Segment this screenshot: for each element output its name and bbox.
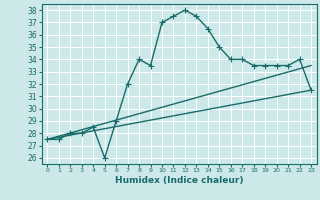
X-axis label: Humidex (Indice chaleur): Humidex (Indice chaleur) [115, 176, 244, 185]
